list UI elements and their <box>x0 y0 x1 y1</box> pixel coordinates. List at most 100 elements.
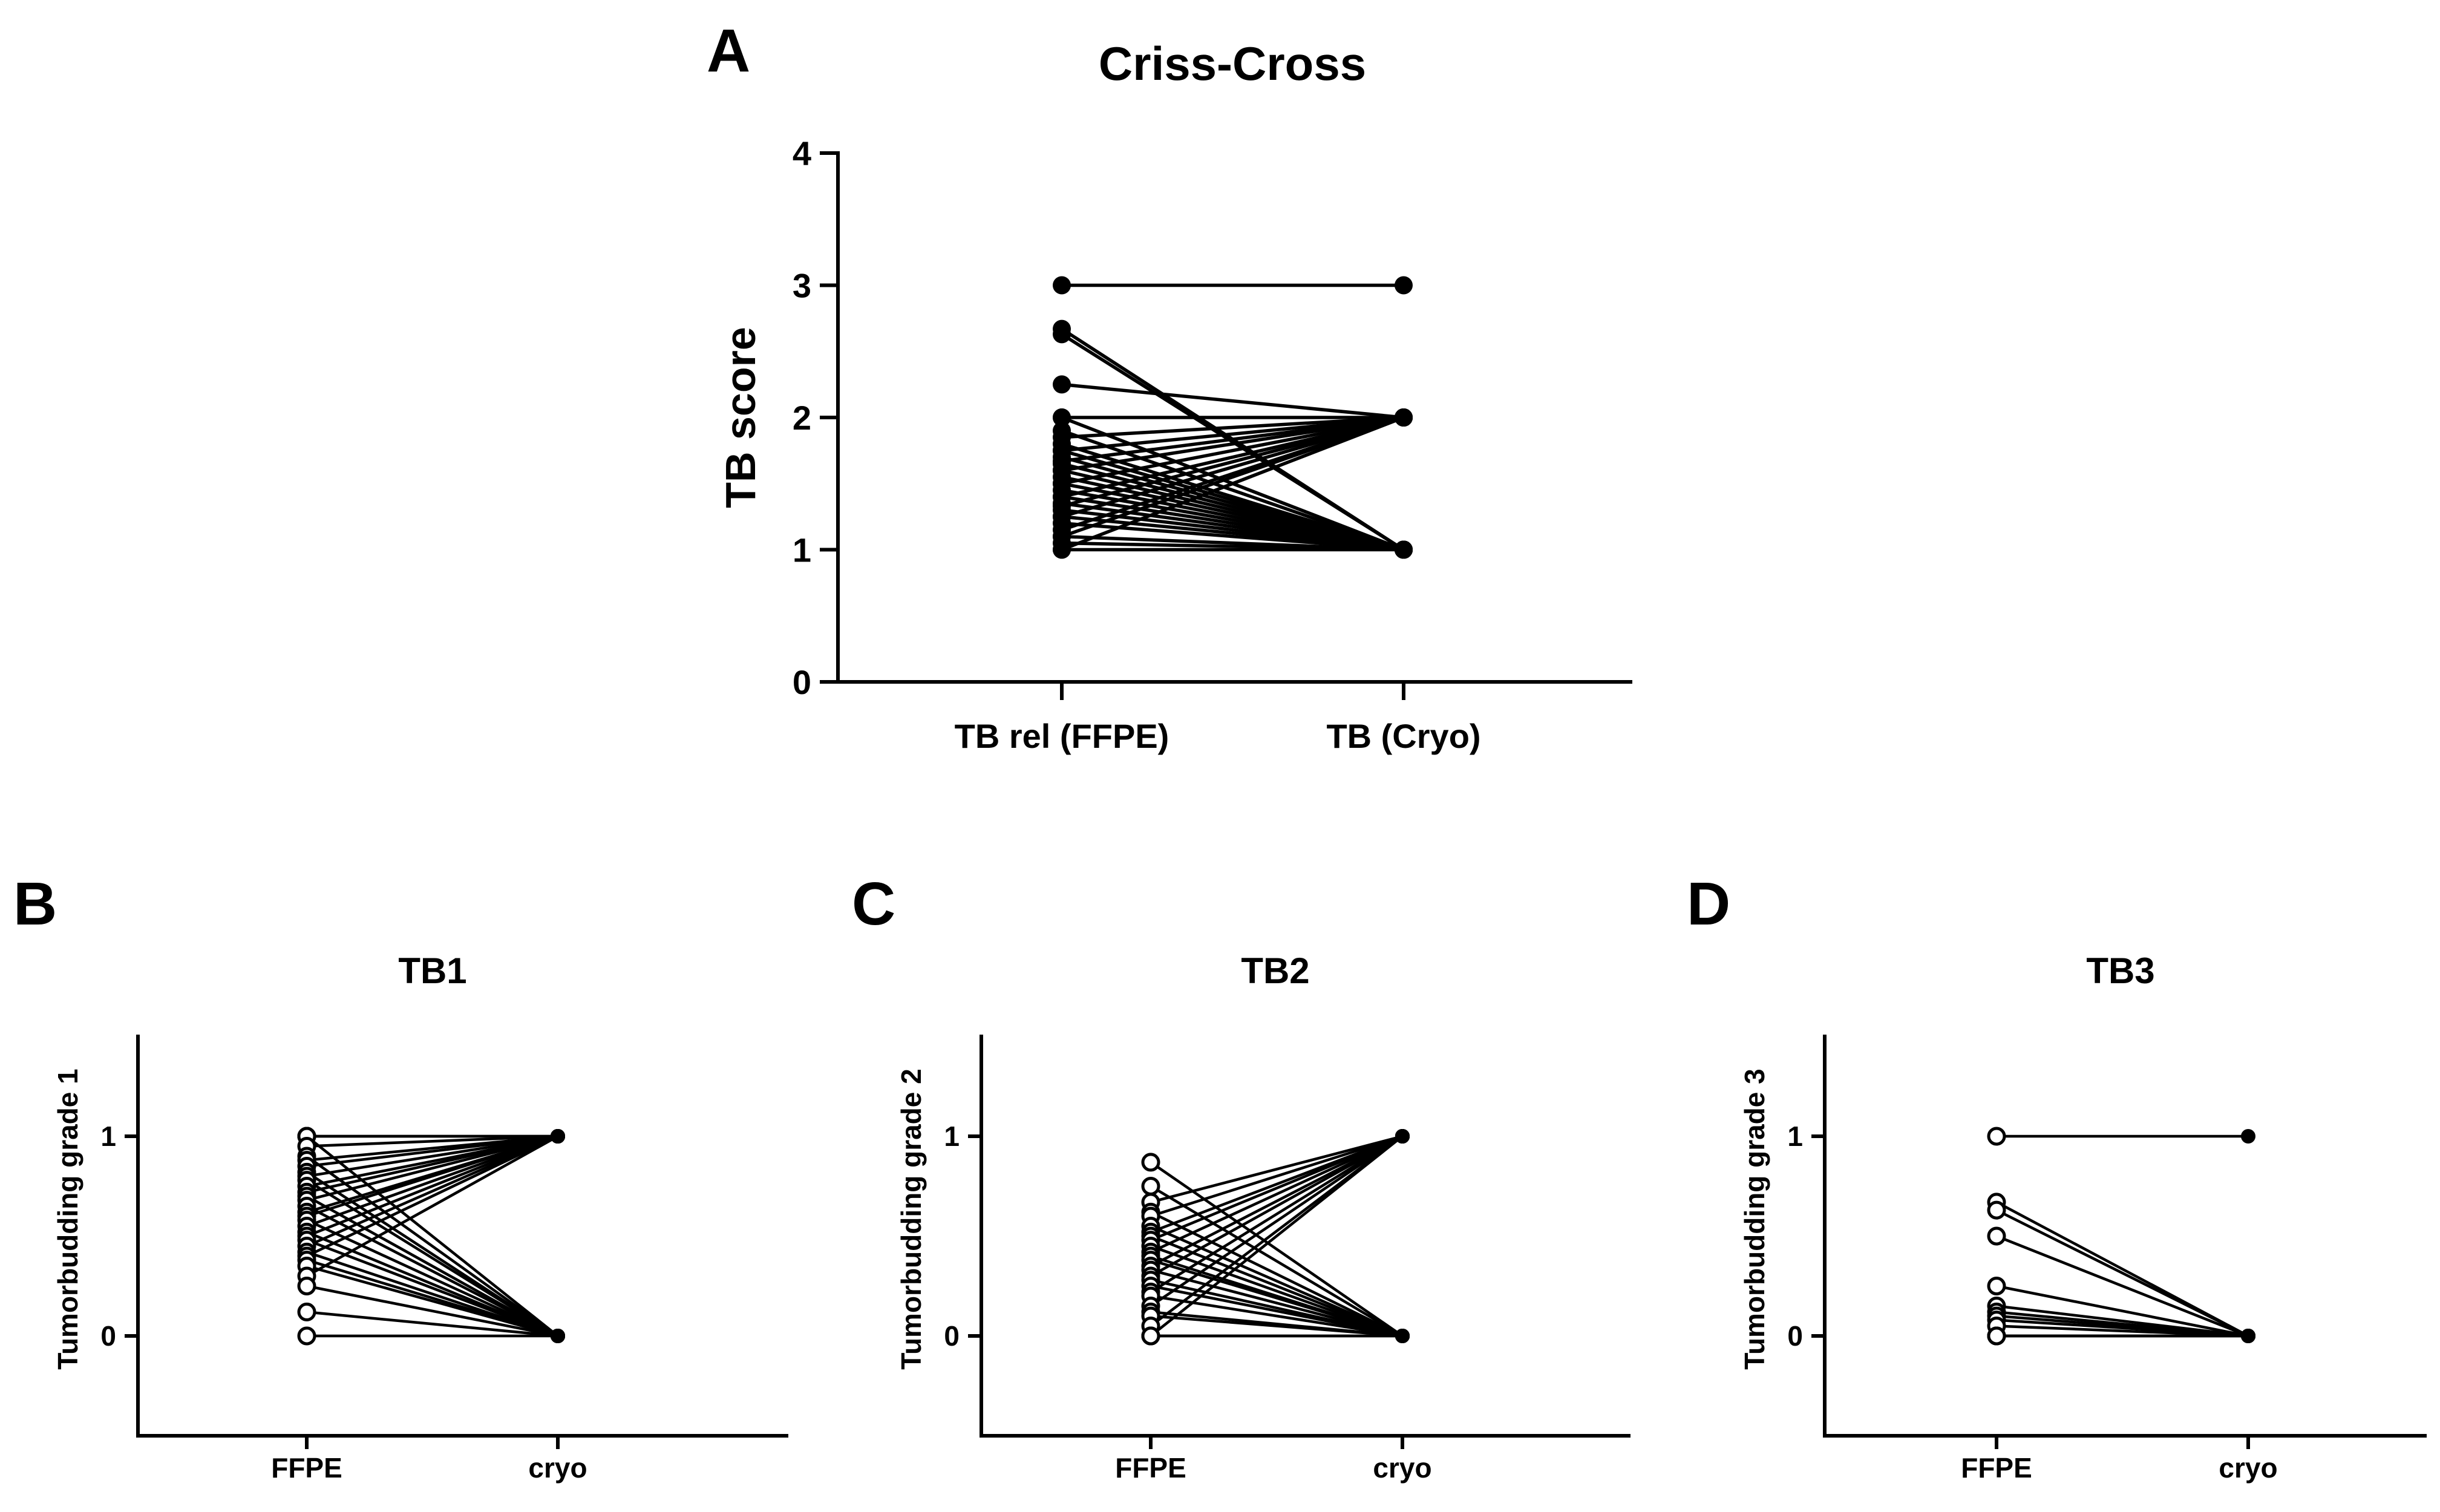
pair-line-b-20 <box>306 1134 558 1238</box>
point-right-d-0 <box>2241 1129 2255 1144</box>
pair-line-b-29 <box>306 1311 558 1338</box>
pair-line-c-8 <box>1150 1134 1403 1242</box>
pair-line-b-3 <box>306 1134 558 1148</box>
pair-line-a-33 <box>1061 416 1404 552</box>
pair-line-b-17 <box>306 1219 558 1338</box>
pair-line-a-9 <box>1061 416 1404 453</box>
pair-line-a-23 <box>1061 416 1404 508</box>
pair-line-a-7 <box>1061 416 1404 439</box>
x-tick-label-c-0: FFPE <box>1115 1452 1186 1484</box>
point-left-c-26 <box>1141 1326 1160 1346</box>
pair-line-c-14 <box>1150 1268 1403 1338</box>
pair-line-c-7 <box>1150 1234 1403 1338</box>
point-right-a-33 <box>1395 408 1413 427</box>
pair-line-c-25 <box>1150 1135 1404 1337</box>
pair-line-b-22 <box>306 1134 558 1248</box>
series-a <box>1053 276 1413 559</box>
point-right-c-26 <box>1395 1329 1410 1343</box>
y-tick-label-b-1: 1 <box>100 1121 116 1152</box>
point-right-b-30 <box>551 1329 565 1343</box>
pair-line-b-21 <box>306 1239 558 1338</box>
panel-b: B TB1 Tumorbudding grade 1 01 FFPE cryo <box>13 870 788 1484</box>
point-right-d-12 <box>2241 1329 2255 1343</box>
pair-line-c-1 <box>1150 1185 1404 1337</box>
pair-line-c-20 <box>1150 1135 1404 1307</box>
y-tick-label-a-4: 4 <box>793 134 811 172</box>
point-right-a-0 <box>1395 276 1413 295</box>
pair-line-b-4 <box>306 1155 559 1337</box>
y-ticks-c: 01 <box>944 1121 981 1352</box>
axes-c <box>980 1035 1630 1438</box>
pair-line-c-15 <box>1150 1135 1404 1277</box>
point-left-c-1 <box>1141 1177 1160 1196</box>
x-tick-label-b-0: FFPE <box>271 1452 342 1484</box>
pair-line-c-13 <box>1150 1135 1404 1268</box>
point-left-a-0 <box>1053 276 1071 295</box>
y-tick-label-d-1: 1 <box>1787 1121 1803 1152</box>
pair-line-b-27 <box>306 1135 559 1277</box>
point-left-b-30 <box>297 1326 316 1346</box>
pair-line-b-13 <box>306 1134 558 1202</box>
y-ticks-b: 01 <box>100 1121 138 1352</box>
pair-line-a-14 <box>1061 416 1404 473</box>
y-tick-label-a-1: 1 <box>793 531 811 569</box>
pair-line-b-28 <box>306 1285 558 1338</box>
pair-line-d-3 <box>1996 1234 2249 1338</box>
pair-line-c-12 <box>1150 1258 1403 1338</box>
panel-letter-d: D <box>1687 870 1730 938</box>
series-b <box>297 1127 565 1346</box>
x-tick-label-c-1: cryo <box>1373 1452 1431 1484</box>
x-tick-label-a-1: TB (Cryo) <box>1326 717 1480 755</box>
pair-line-c-4 <box>1150 1134 1403 1218</box>
pair-line-b-16 <box>306 1134 558 1218</box>
axes-b <box>136 1035 788 1438</box>
y-ticks-a: 0 1 2 3 4 <box>793 134 838 701</box>
point-left-d-2 <box>1987 1200 2006 1220</box>
point-left-d-0 <box>1987 1127 2006 1146</box>
y-axis-label-c: Tumorbudding grade 2 <box>895 1069 927 1369</box>
y-axis-label-a: TB score <box>717 327 764 508</box>
pair-line-b-18 <box>306 1134 558 1228</box>
series-c <box>1141 1129 1410 1346</box>
pair-line-a-30 <box>1061 416 1404 538</box>
pair-line-b-8 <box>306 1134 558 1178</box>
chart-title-c: TB2 <box>1241 951 1309 991</box>
pair-line-a-3 <box>1061 382 1404 419</box>
panel-letter-c: C <box>852 870 895 938</box>
y-ticks-d: 01 <box>1787 1121 1825 1352</box>
pair-line-b-24 <box>306 1134 558 1258</box>
chart-title-b: TB1 <box>398 951 466 991</box>
x-tick-label-d-0: FFPE <box>1961 1452 2032 1484</box>
point-left-a-2 <box>1053 325 1071 344</box>
series-d <box>1987 1127 2255 1346</box>
pair-line-d-4 <box>1996 1285 2249 1338</box>
pair-line-b-26 <box>306 1265 558 1338</box>
pair-line-c-10 <box>1150 1134 1403 1254</box>
point-right-c-25 <box>1395 1129 1410 1144</box>
panel-letter-b: B <box>13 870 57 938</box>
point-left-d-3 <box>1987 1226 2006 1246</box>
pair-line-a-17 <box>1061 416 1404 485</box>
x-ticks-a: TB rel (FFPE) TB (Cryo) <box>955 682 1481 755</box>
panel-a: A Criss-Cross TB score 0 1 2 3 4 TB rel (FFP… <box>707 17 1632 755</box>
x-tick-label-b-1: cryo <box>528 1452 587 1484</box>
pair-line-d-2 <box>1995 1209 2249 1338</box>
point-left-a-5 <box>1053 408 1071 427</box>
y-tick-label-a-0: 0 <box>793 663 811 701</box>
pair-line-a-6 <box>1061 429 1404 552</box>
point-right-b-27 <box>551 1129 565 1144</box>
panel-letter-a: A <box>707 17 750 85</box>
y-tick-label-c-0: 0 <box>944 1320 960 1352</box>
y-tick-label-c-1: 1 <box>944 1121 960 1152</box>
pair-line-d-9 <box>1996 1324 2249 1338</box>
point-left-a-3 <box>1053 375 1071 394</box>
y-tick-label-a-2: 2 <box>793 399 811 437</box>
y-tick-label-a-3: 3 <box>793 267 811 305</box>
y-axis-label-d: Tumorbudding grade 3 <box>1739 1069 1770 1369</box>
x-ticks-c: FFPE cryo <box>1115 1436 1432 1484</box>
pair-line-a-2 <box>1061 333 1405 551</box>
point-right-a-32 <box>1395 540 1413 559</box>
point-left-b-28 <box>297 1277 316 1295</box>
point-left-c-0 <box>1141 1153 1160 1172</box>
